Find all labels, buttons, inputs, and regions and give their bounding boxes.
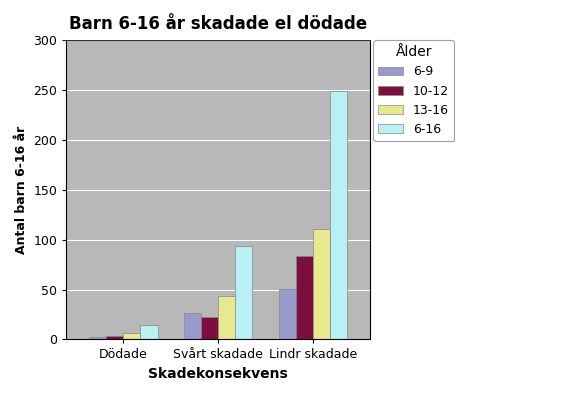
Legend: 6-9, 10-12, 13-16, 6-16: 6-9, 10-12, 13-16, 6-16 <box>373 40 454 141</box>
Y-axis label: Antal barn 6-16 år: Antal barn 6-16 år <box>15 126 28 254</box>
Bar <box>141 326 157 339</box>
Title: Barn 6-16 år skadade el dödade: Barn 6-16 år skadade el dödade <box>69 15 367 33</box>
Bar <box>201 318 218 339</box>
Bar <box>313 228 330 339</box>
Bar <box>89 337 106 339</box>
Bar <box>279 289 296 339</box>
Bar <box>330 91 347 339</box>
Bar <box>235 246 253 339</box>
Bar <box>184 314 201 339</box>
Bar <box>218 295 235 339</box>
Bar <box>106 337 123 339</box>
Bar <box>123 333 141 339</box>
X-axis label: Skadekonsekvens: Skadekonsekvens <box>149 367 288 381</box>
Bar <box>296 255 313 339</box>
